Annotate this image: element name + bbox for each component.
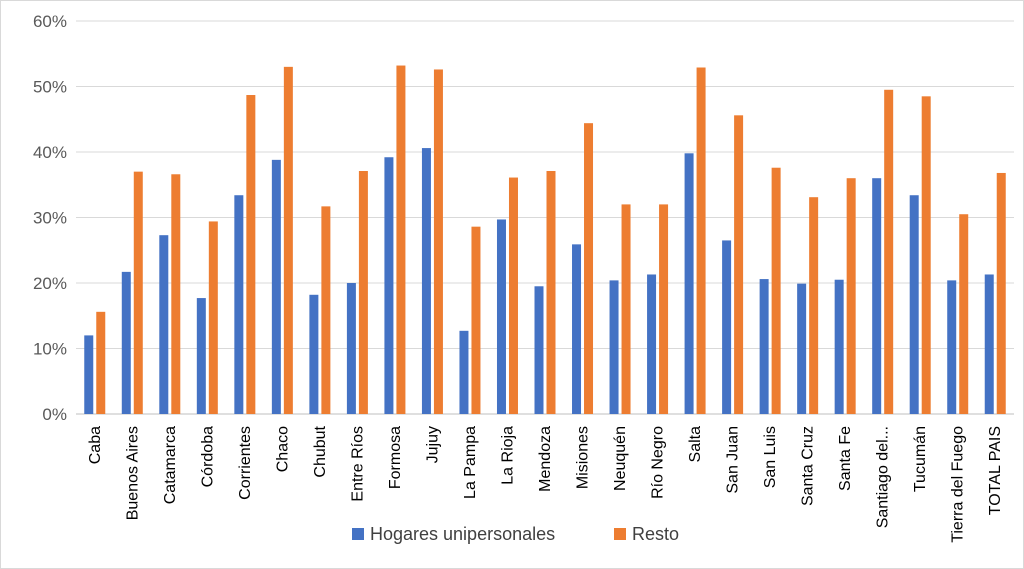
bar-resto bbox=[809, 197, 819, 414]
bar-hogares-unipersonales bbox=[684, 153, 694, 414]
legend-label-resto: Resto bbox=[632, 524, 679, 544]
x-tick-label: La Rioja bbox=[499, 426, 516, 485]
bar-resto bbox=[996, 172, 1006, 414]
bar-resto bbox=[396, 65, 406, 414]
y-tick-label: 10% bbox=[33, 340, 67, 359]
bar-resto bbox=[321, 206, 331, 414]
bar-hogares-unipersonales bbox=[421, 148, 431, 414]
bar-hogares-unipersonales bbox=[872, 178, 882, 414]
x-tick-label: Río Negro bbox=[650, 426, 667, 499]
x-tick-label: Corrientes bbox=[237, 426, 254, 500]
x-tick-label: Formosa bbox=[387, 426, 404, 489]
bar-hogares-unipersonales bbox=[309, 294, 319, 414]
x-tick-label: Entre Ríos bbox=[349, 426, 366, 502]
bar-hogares-unipersonales bbox=[984, 274, 994, 414]
y-tick-label: 50% bbox=[33, 78, 67, 97]
bar-resto bbox=[696, 67, 706, 414]
bar-resto bbox=[659, 204, 669, 414]
legend-swatch-hogares-unipersonales bbox=[352, 528, 364, 540]
bar-hogares-unipersonales bbox=[759, 279, 769, 414]
bar-resto bbox=[208, 221, 218, 414]
bar-hogares-unipersonales bbox=[947, 280, 957, 414]
bar-hogares-unipersonales bbox=[271, 159, 281, 414]
bar-hogares-unipersonales bbox=[84, 335, 94, 414]
bar-hogares-unipersonales bbox=[834, 279, 844, 414]
bar-hogares-unipersonales bbox=[572, 244, 582, 414]
bar-resto bbox=[846, 178, 856, 414]
bar-hogares-unipersonales bbox=[609, 280, 619, 414]
bar-hogares-unipersonales bbox=[384, 157, 394, 415]
bar-resto bbox=[584, 123, 594, 415]
bar-resto bbox=[283, 66, 293, 414]
bar-hogares-unipersonales bbox=[647, 274, 657, 414]
bar-resto bbox=[884, 89, 894, 415]
bar-hogares-unipersonales bbox=[534, 286, 544, 414]
y-tick-label: 40% bbox=[33, 143, 67, 162]
x-tick-label: TOTAL PAIS bbox=[987, 426, 1004, 515]
y-tick-label: 30% bbox=[33, 209, 67, 228]
y-tick-label: 20% bbox=[33, 274, 67, 293]
bar-resto bbox=[358, 170, 368, 414]
x-tick-label: Tucumán bbox=[912, 426, 929, 492]
x-tick-label: Chaco bbox=[274, 426, 291, 472]
x-tick-label: Salta bbox=[687, 426, 704, 463]
bars bbox=[84, 65, 1006, 415]
bar-hogares-unipersonales bbox=[234, 195, 244, 414]
bar-resto bbox=[508, 177, 518, 414]
bar-hogares-unipersonales bbox=[496, 219, 506, 414]
bar-resto bbox=[771, 167, 781, 414]
x-tick-label: Misiones bbox=[575, 426, 592, 489]
x-axis: Caba Buenos Aires Catamarca Córdoba Corrient… bbox=[87, 425, 1004, 542]
legend: Hogares unipersonales Resto bbox=[352, 524, 679, 544]
bar-resto bbox=[171, 174, 181, 414]
bar-hogares-unipersonales bbox=[722, 240, 732, 414]
x-tick-label: San Luis bbox=[762, 426, 779, 488]
bar-hogares-unipersonales bbox=[459, 330, 469, 414]
bar-resto bbox=[959, 214, 969, 414]
legend-swatch-resto bbox=[614, 528, 626, 540]
x-tick-label: Santa Fe bbox=[837, 426, 854, 491]
x-tick-label: Tierra del Fuego bbox=[950, 426, 967, 543]
x-tick-label: Mendoza bbox=[537, 426, 554, 492]
bar-resto bbox=[433, 69, 443, 414]
bar-hogares-unipersonales bbox=[797, 283, 807, 414]
x-tick-label: San Juan bbox=[725, 426, 742, 494]
legend-label-hogares-unipersonales: Hogares unipersonales bbox=[370, 524, 555, 544]
gridlines bbox=[76, 20, 1014, 415]
y-tick-label: 60% bbox=[33, 12, 67, 31]
bar-resto bbox=[96, 311, 106, 414]
bar-resto bbox=[133, 171, 143, 414]
x-tick-label: Neuquén bbox=[612, 426, 629, 491]
bar-resto bbox=[471, 226, 481, 414]
x-tick-label: Santa Cruz bbox=[800, 426, 817, 506]
y-axis: 0% 10% 20% 30% 40% 50% 60% bbox=[33, 12, 67, 424]
bar-resto bbox=[921, 96, 931, 414]
bar-hogares-unipersonales bbox=[121, 271, 131, 414]
bar-resto bbox=[546, 170, 556, 414]
bar-hogares-unipersonales bbox=[346, 283, 356, 414]
x-tick-label: Jujuy bbox=[424, 426, 441, 463]
x-tick-label: Buenos Aires bbox=[124, 426, 141, 520]
x-tick-label: Santiago del... bbox=[875, 426, 892, 528]
y-tick-label: 0% bbox=[42, 405, 67, 424]
bar-resto bbox=[734, 115, 744, 414]
x-tick-label: Córdoba bbox=[199, 426, 216, 487]
x-tick-label: La Pampa bbox=[462, 426, 479, 499]
bar-resto bbox=[621, 204, 631, 414]
bar-hogares-unipersonales bbox=[909, 195, 919, 414]
bar-hogares-unipersonales bbox=[159, 235, 169, 414]
x-tick-label: Chubut bbox=[312, 425, 329, 477]
bar-resto bbox=[246, 95, 256, 414]
x-tick-label: Caba bbox=[87, 426, 104, 464]
x-tick-label: Catamarca bbox=[162, 426, 179, 504]
bar-hogares-unipersonales bbox=[196, 298, 206, 414]
